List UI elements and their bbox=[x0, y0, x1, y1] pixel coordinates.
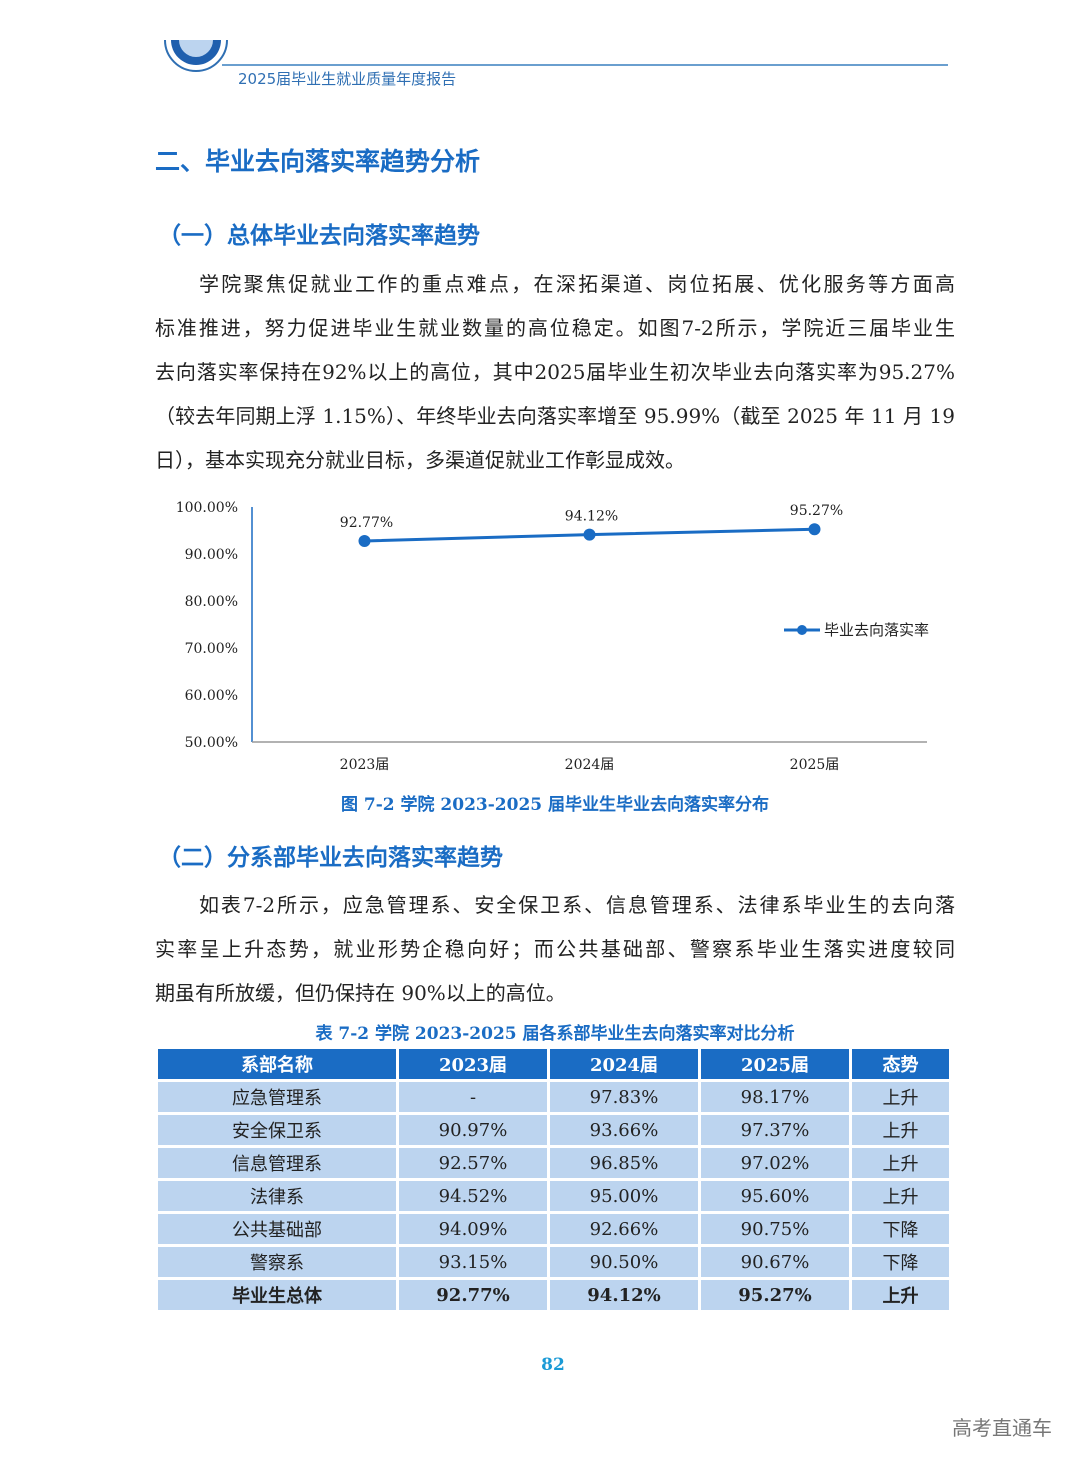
line-chart: 50.00% 60.00% 70.00% 80.00% 90.00% 100.00% 202… bbox=[176, 500, 929, 773]
x-tick-label: 2024届 bbox=[565, 757, 615, 773]
table-row: 应急管理系 -97.83% 98.17% 上升 bbox=[158, 1082, 949, 1112]
table-cell: - bbox=[399, 1082, 547, 1112]
column-header: 2023届 bbox=[399, 1049, 547, 1079]
table-cell: 90.50% bbox=[550, 1247, 698, 1277]
legend-label: 毕业去向落实率 bbox=[824, 621, 929, 639]
text-line: 日），基本实现充分就业目标，多渠道促就业工作彰显成效。 bbox=[155, 448, 685, 472]
table-cell: 93.66% bbox=[550, 1115, 698, 1145]
text-line: （较去年同期上浮 1.15%）、年终毕业去向落实率增至 95.99%（截至 20… bbox=[155, 404, 955, 428]
report-logo-icon bbox=[164, 40, 228, 72]
table-cell: 信息管理系 bbox=[158, 1148, 396, 1178]
table-cell: 95.00% bbox=[550, 1181, 698, 1211]
table-cell: 应急管理系 bbox=[158, 1082, 396, 1112]
table-cell: 毕业生总体 bbox=[158, 1280, 396, 1310]
table-row: 毕业生总体 92.77% 94.12% 95.27% 上升 bbox=[158, 1280, 949, 1310]
paragraph-overall: 学院聚焦促就业工作的重点难点，在深拓渠道、岗位拓展、优化服务等方面高 标准推进，… bbox=[155, 262, 955, 482]
table-cell: 97.02% bbox=[701, 1148, 849, 1178]
column-header: 系部名称 bbox=[158, 1049, 396, 1079]
table-cell: 92.77% bbox=[399, 1280, 547, 1310]
y-tick-label: 90.00% bbox=[185, 547, 238, 563]
legend-marker bbox=[797, 625, 807, 635]
table-cell: 98.17% bbox=[701, 1082, 849, 1112]
text-line: 去向落实率保持在92%以上的高位，其中2025届毕业生初次毕业去向落实率为95.… bbox=[155, 360, 955, 384]
table-cell: 93.15% bbox=[399, 1247, 547, 1277]
x-tick-label: 2025届 bbox=[790, 757, 840, 773]
table-cell: 95.27% bbox=[701, 1280, 849, 1310]
paragraph-department: 如表7-2所示，应急管理系、安全保卫系、信息管理系、法律系毕业生的去向落 实率呈… bbox=[155, 883, 955, 1015]
y-tick-label: 70.00% bbox=[185, 641, 238, 657]
table-cell: 90.97% bbox=[399, 1115, 547, 1145]
column-header: 态势 bbox=[852, 1049, 949, 1079]
table-cell: 94.12% bbox=[550, 1280, 698, 1310]
table-row: 警察系 93.15% 90.50% 90.67% 下降 bbox=[158, 1247, 949, 1277]
data-point bbox=[583, 528, 596, 541]
table-cell: 96.85% bbox=[550, 1148, 698, 1178]
table-cell: 法律系 bbox=[158, 1181, 396, 1211]
table-row: 安全保卫系 90.97% 93.66% 97.37% 上升 bbox=[158, 1115, 949, 1145]
subsection-title-overall: （一）总体毕业去向落实率趋势 bbox=[158, 223, 480, 249]
data-label: 92.77% bbox=[340, 515, 393, 531]
table-cell: 安全保卫系 bbox=[158, 1115, 396, 1145]
table-row: 公共基础部 94.09% 92.66% 90.75% 下降 bbox=[158, 1214, 949, 1244]
table-cell: 公共基础部 bbox=[158, 1214, 396, 1244]
table-cell: 90.67% bbox=[701, 1247, 849, 1277]
table-cell: 90.75% bbox=[701, 1214, 849, 1244]
table-caption: 表 7-2 学院 2023-2025 届各系部毕业生去向落实率对比分析 bbox=[315, 1024, 795, 1044]
page-number: 82 bbox=[541, 1355, 565, 1375]
table-cell: 92.66% bbox=[550, 1214, 698, 1244]
table-cell: 下降 bbox=[852, 1214, 949, 1244]
table-cell: 上升 bbox=[852, 1280, 949, 1310]
y-tick-label: 50.00% bbox=[185, 735, 238, 751]
table-cell: 97.37% bbox=[701, 1115, 849, 1145]
y-tick-label: 60.00% bbox=[185, 688, 238, 704]
column-header: 2024届 bbox=[550, 1049, 698, 1079]
text-line: 实率呈上升态势，就业形势企稳向好；而公共基础部、警察系毕业生落实进度较同 bbox=[155, 937, 955, 961]
y-tick-label: 80.00% bbox=[185, 594, 238, 610]
table-cell: 上升 bbox=[852, 1181, 949, 1211]
table-cell: 上升 bbox=[852, 1082, 949, 1112]
table-cell: 警察系 bbox=[158, 1247, 396, 1277]
table-header-row: 系部名称 2023届 2024届 2025届 态势 bbox=[158, 1049, 949, 1079]
text-line: 标准推进，努力促进毕业生就业数量的高位稳定。如图7-2所示，学院近三届毕业生 bbox=[155, 316, 955, 340]
section-title: 二、毕业去向落实率趋势分析 bbox=[155, 147, 481, 176]
table-cell: 94.09% bbox=[399, 1214, 547, 1244]
header-title: 2025届毕业生就业质量年度报告 bbox=[238, 70, 457, 88]
data-point bbox=[808, 523, 821, 536]
table-cell: 92.57% bbox=[399, 1148, 547, 1178]
table-cell: 95.60% bbox=[701, 1181, 849, 1211]
department-rate-table: 系部名称 2023届 2024届 2025届 态势 应急管理系 -97.83% 98.17%… bbox=[155, 1046, 952, 1313]
data-label: 94.12% bbox=[565, 509, 618, 525]
table-cell: 上升 bbox=[852, 1148, 949, 1178]
text-line: 如表7-2所示，应急管理系、安全保卫系、信息管理系、法律系毕业生的去向落 bbox=[199, 893, 955, 917]
column-header: 2025届 bbox=[701, 1049, 849, 1079]
x-tick-label: 2023届 bbox=[340, 757, 390, 773]
y-tick-label: 100.00% bbox=[176, 500, 238, 516]
table-cell: 下降 bbox=[852, 1247, 949, 1277]
data-point bbox=[358, 534, 371, 547]
watermark: 高考直通车 bbox=[952, 1416, 1052, 1440]
text-line: 期虽有所放缓，但仍保持在 90%以上的高位。 bbox=[155, 981, 566, 1005]
header-divider bbox=[222, 64, 948, 66]
table-row: 信息管理系 92.57% 96.85% 97.02% 上升 bbox=[158, 1148, 949, 1178]
subsection-title-department: （二）分系部毕业去向落实率趋势 bbox=[158, 845, 503, 871]
table-cell: 上升 bbox=[852, 1115, 949, 1145]
text-line: 学院聚焦促就业工作的重点难点，在深拓渠道、岗位拓展、优化服务等方面高 bbox=[199, 272, 955, 296]
data-label: 95.27% bbox=[790, 503, 843, 519]
table-row: 法律系 94.52% 95.00% 95.60% 上升 bbox=[158, 1181, 949, 1211]
table-cell: 94.52% bbox=[399, 1181, 547, 1211]
table-cell: 97.83% bbox=[550, 1082, 698, 1112]
figure-caption: 图 7-2 学院 2023-2025 届毕业生毕业去向落实率分布 bbox=[340, 795, 770, 815]
